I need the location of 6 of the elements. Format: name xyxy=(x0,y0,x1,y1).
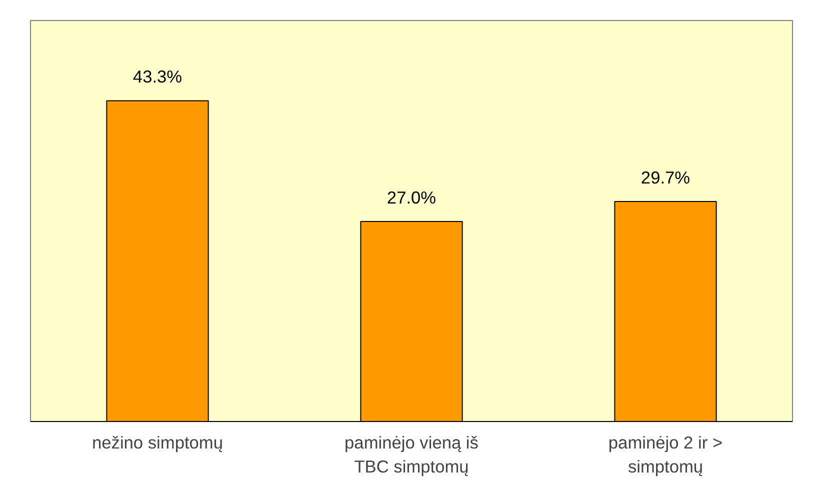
x-tick-label: paminėjo vieną iš TBC simptomų xyxy=(344,432,479,476)
x-tick-label: paminėjo 2 ir > simptomų xyxy=(608,432,723,476)
data-label: 43.3% xyxy=(132,66,182,87)
x-tick-label: nežino simptomų xyxy=(92,432,224,452)
data-label: 27.0% xyxy=(386,187,436,208)
data-label: 29.7% xyxy=(640,167,690,188)
